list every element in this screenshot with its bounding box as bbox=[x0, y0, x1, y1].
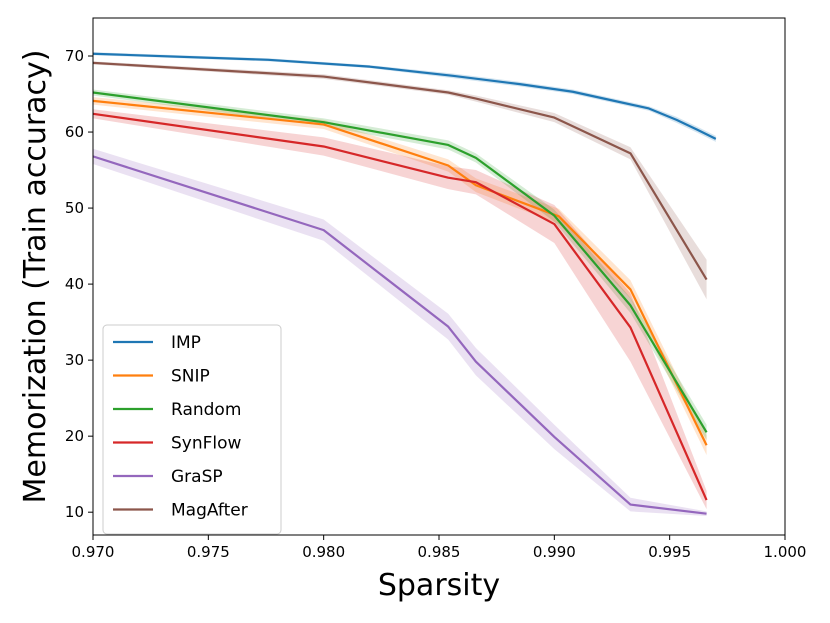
legend-label-snip: SNIP bbox=[171, 367, 210, 387]
x-tick-label: 1.000 bbox=[764, 543, 807, 561]
legend-label-imp: IMP bbox=[171, 333, 201, 353]
x-axis-title: Sparsity bbox=[378, 568, 500, 603]
y-tick-label: 10 bbox=[65, 503, 84, 521]
x-tick-label: 0.970 bbox=[72, 543, 115, 561]
band-grasp bbox=[93, 148, 707, 516]
legend-box bbox=[102, 324, 282, 535]
legend-label-grasp: GraSP bbox=[171, 467, 223, 487]
line-imp bbox=[92, 52, 717, 140]
line-snip bbox=[92, 99, 708, 446]
y-tick-label: 70 bbox=[65, 47, 84, 65]
y-tick-label: 20 bbox=[65, 427, 84, 445]
line-magafter bbox=[92, 61, 708, 281]
line-synflow bbox=[92, 112, 708, 501]
line-grasp bbox=[92, 155, 707, 515]
legend-label-random: Random bbox=[171, 400, 241, 420]
line-random bbox=[92, 91, 708, 433]
legend-label-synflow: SynFlow bbox=[171, 434, 242, 454]
series-lines bbox=[92, 52, 717, 515]
y-tick-label: 50 bbox=[65, 199, 84, 217]
y-tick-label: 60 bbox=[65, 123, 84, 141]
y-tick-label: 40 bbox=[65, 275, 84, 293]
legend: IMP SNIP Random SynFlow GraSP MagAfter bbox=[102, 324, 282, 535]
x-tick-label: 0.990 bbox=[533, 543, 576, 561]
x-tick-label: 0.975 bbox=[187, 543, 230, 561]
y-axis: 10 20 30 40 50 60 70 bbox=[65, 47, 93, 521]
band-synflow bbox=[93, 109, 707, 510]
band-magafter bbox=[93, 61, 707, 300]
x-axis: 0.970 0.975 0.980 0.985 0.990 0.995 1.000 bbox=[72, 535, 807, 561]
x-tick-label: 0.985 bbox=[418, 543, 461, 561]
x-tick-label: 0.980 bbox=[302, 543, 345, 561]
x-tick-label: 0.995 bbox=[648, 543, 691, 561]
legend-label-magafter: MagAfter bbox=[171, 501, 248, 521]
y-axis-title: Memorization (Train accuracy) bbox=[18, 50, 53, 504]
y-tick-label: 30 bbox=[65, 351, 84, 369]
